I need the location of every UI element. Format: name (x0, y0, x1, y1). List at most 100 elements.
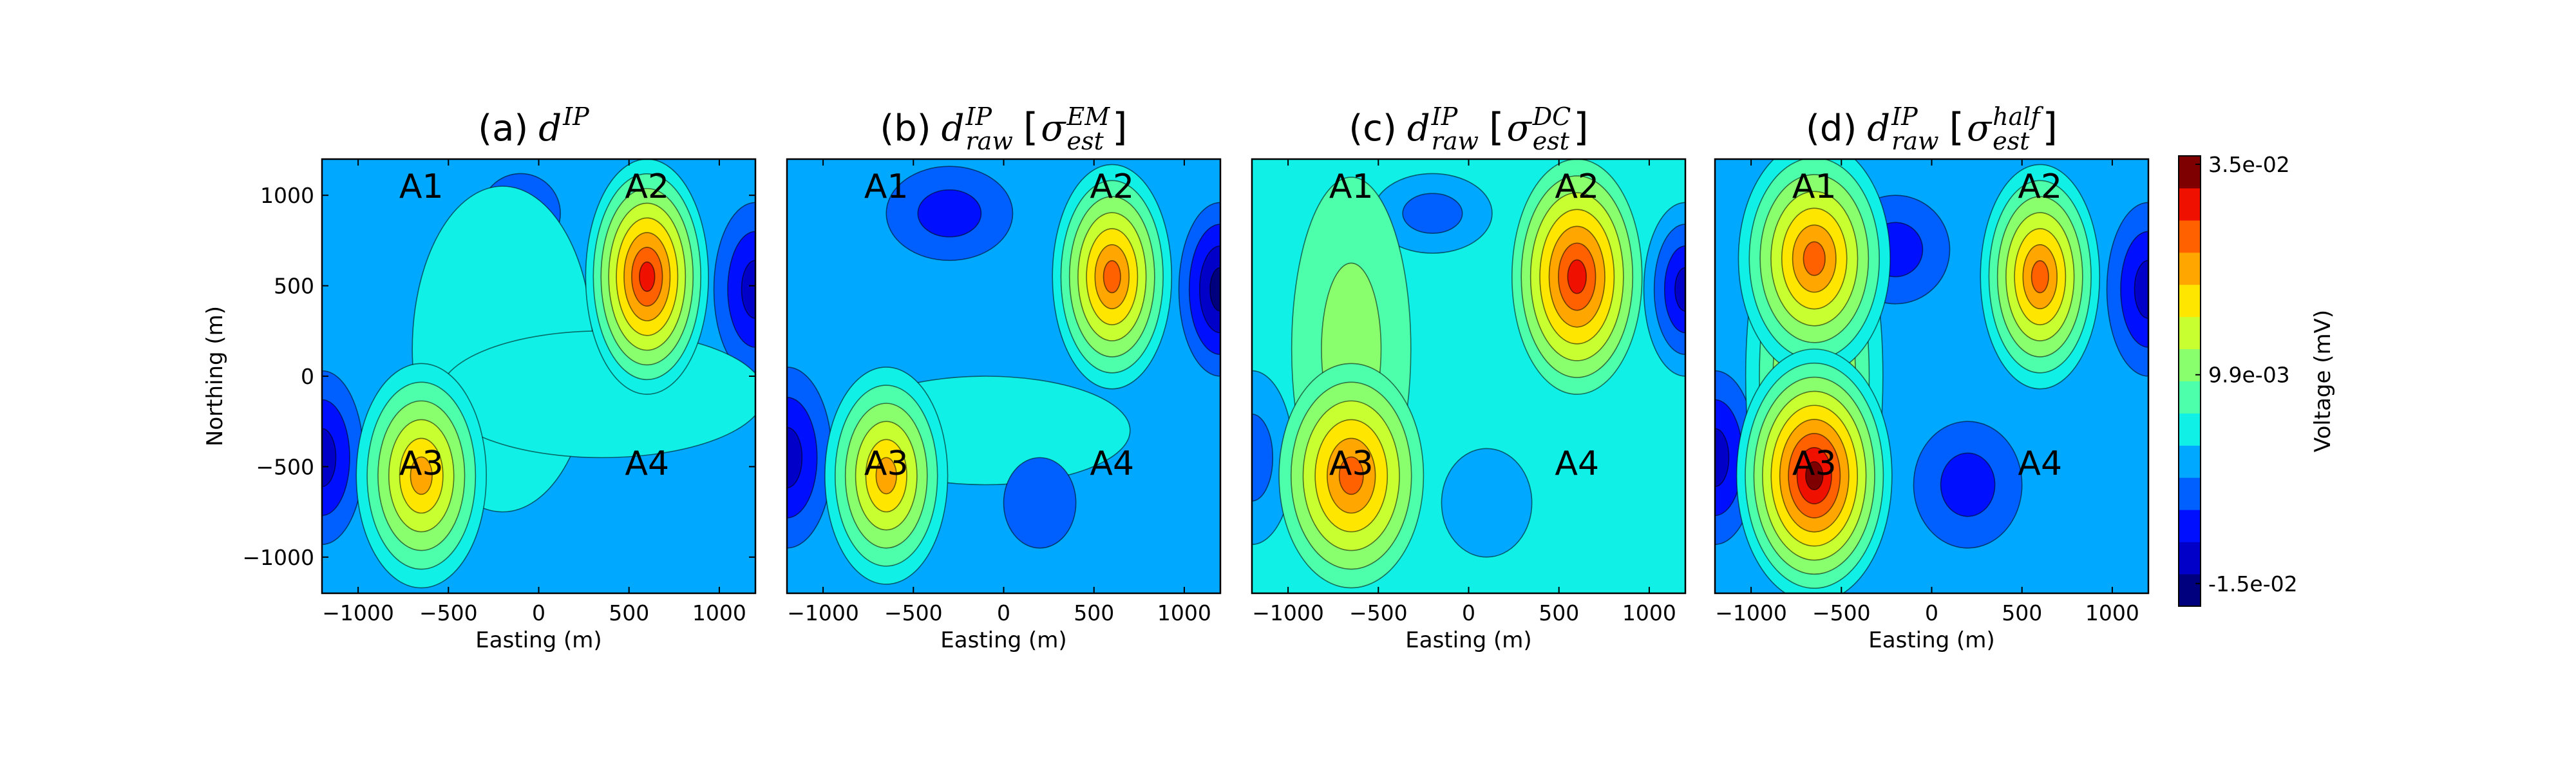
colorbar-band (2179, 252, 2201, 285)
contour-field (322, 159, 755, 593)
x-tick-label: 500 (2002, 600, 2042, 625)
x-tick-label: 0 (997, 600, 1010, 625)
colorbar-band (2179, 542, 2201, 575)
contour-level (1252, 414, 1274, 502)
x-tick-label: 0 (1925, 600, 1938, 625)
title-part: [ (1949, 105, 1964, 150)
colorbar-tick-label: -1.5e-02 (2208, 571, 2298, 596)
title-part: d (942, 108, 965, 149)
title-part: IP (1431, 102, 1459, 131)
contour-level (1803, 241, 1826, 276)
title-part: est (1067, 127, 1104, 155)
title-part: DC (1532, 102, 1571, 131)
y-tick-label: −500 (256, 454, 314, 479)
contour-level (1402, 193, 1463, 234)
contour-level (1338, 456, 1364, 495)
annotation: A3 (1329, 444, 1374, 483)
colorbar-band (2179, 156, 2201, 189)
title-part: est (1533, 127, 1570, 155)
contour-level (1003, 457, 1077, 549)
contour-level (2031, 260, 2049, 294)
colorbar-band (2179, 316, 2201, 350)
annotation: A2 (625, 167, 669, 206)
y-tick-label: 500 (274, 274, 314, 299)
colorbar-label: Voltage (mV) (2310, 310, 2336, 452)
title-part: d (538, 108, 562, 149)
title-part: ] (2043, 105, 2058, 150)
title-part: raw (1891, 127, 1938, 155)
annotation: A3 (399, 444, 444, 483)
y-tick-label: 0 (301, 364, 314, 389)
x-tick-label: −500 (884, 600, 943, 625)
x-tick-label: 0 (1462, 600, 1475, 625)
colorbar-tick-label: 9.9e-03 (2208, 363, 2290, 388)
colorbar-band (2179, 413, 2201, 446)
title-part: [ (1023, 105, 1038, 150)
colorbar-tick-label: 3.5e-02 (2208, 152, 2290, 177)
contour-level (2134, 260, 2148, 319)
contour-level (1567, 259, 1587, 294)
title-part: ] (1112, 105, 1127, 150)
annotation: A1 (864, 167, 909, 206)
contour-level (1805, 461, 1824, 491)
x-axis-label: Easting (m) (475, 627, 601, 653)
x-axis-label: Easting (m) (940, 627, 1066, 653)
contour-level (1103, 260, 1121, 294)
title-part: IP (562, 102, 590, 131)
contour-level (410, 456, 433, 495)
title-part: [ (1489, 105, 1504, 150)
colorbar-band (2179, 574, 2201, 607)
title-part: σ (1041, 108, 1066, 149)
title-part: (c) (1349, 108, 1396, 149)
title-part: EM (1066, 102, 1111, 131)
title-part: (a) (478, 108, 528, 149)
colorbar-band (2179, 445, 2201, 478)
colorbar-band (2179, 510, 2201, 542)
annotation: A2 (1090, 167, 1134, 206)
annotation: A2 (1555, 167, 1599, 206)
annotation: A4 (1090, 444, 1134, 483)
annotation: A3 (1792, 444, 1837, 483)
contour-level (875, 457, 897, 495)
colorbar-frame (2178, 155, 2201, 607)
x-tick-label: 1000 (692, 600, 746, 625)
colorbar-band (2179, 348, 2201, 381)
annotation: A2 (2018, 167, 2062, 206)
x-tick-label: 500 (1539, 600, 1579, 625)
contour-level (1441, 448, 1533, 558)
annotation: A1 (1792, 167, 1837, 206)
y-axis-label: Northing (m) (202, 306, 228, 446)
x-tick-label: −1000 (787, 600, 859, 625)
title-part: σ (1967, 108, 1993, 149)
annotation: A4 (2018, 444, 2062, 483)
y-tick-label: 1000 (260, 183, 314, 208)
x-tick-label: 500 (1074, 600, 1114, 625)
title-part: ] (1573, 105, 1588, 150)
title-part: σ (1506, 108, 1532, 149)
x-tick-label: 1000 (1157, 600, 1211, 625)
title-part: (d) (1806, 108, 1857, 149)
colorbar-band (2179, 477, 2201, 510)
colorbar-band (2179, 220, 2201, 253)
contour-level (639, 261, 656, 292)
y-tick-label: −1000 (242, 545, 314, 570)
annotation: A4 (1555, 444, 1599, 483)
title-part: d (1867, 108, 1890, 149)
annotation: A1 (399, 167, 444, 206)
annotation: A4 (625, 444, 669, 483)
x-tick-label: −500 (1812, 600, 1871, 625)
title-part: est (1993, 127, 2030, 155)
colorbar-band (2179, 381, 2201, 414)
title-part: half (1993, 102, 2043, 131)
title-part: IP (965, 102, 993, 131)
contour-level (917, 189, 982, 238)
x-axis-label: Easting (m) (1868, 627, 1994, 653)
x-tick-label: −1000 (1252, 600, 1324, 625)
x-tick-label: −500 (419, 600, 478, 625)
x-tick-label: 500 (609, 600, 649, 625)
